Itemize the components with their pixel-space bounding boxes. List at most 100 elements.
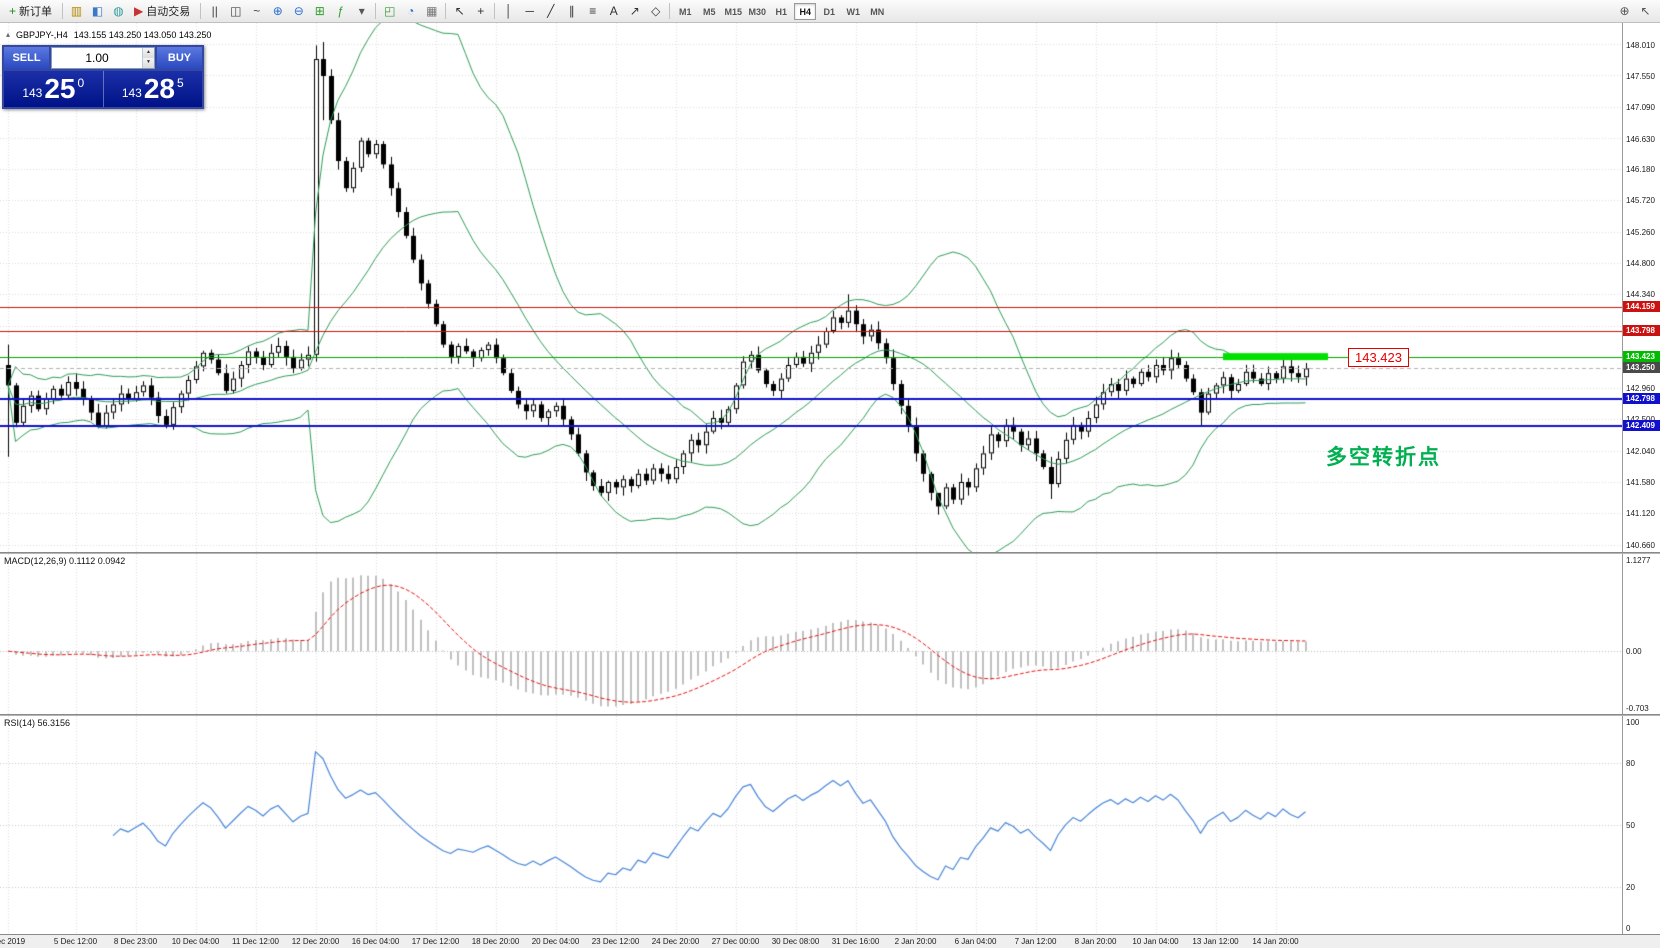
indicators-icon-glyph: ƒ	[337, 4, 345, 18]
crosshair-icon[interactable]: +	[470, 2, 491, 21]
time-tick: 14 Jan 20:00	[1252, 937, 1299, 946]
zoom-out-icon[interactable]: ⊖	[288, 2, 309, 21]
toolbar-left: + 新订单 ▥ ◧ ◍ ▶ 自动交易 || ◫ ~ ⊕ ⊖ ⊞ ƒ ▾ ◰ ◔ ▦ ↖ + │ ─ ╱ ∥ ≡ A ↗ ◇	[4, 2, 673, 21]
cursor-icon[interactable]: ↖	[449, 2, 470, 21]
horizontal-line-icon[interactable]: ─	[519, 2, 540, 21]
symbol-header: ▴ GBPJPY-,H4 143.155 143.250 143.050 143…	[6, 30, 211, 40]
text-icon[interactable]: A	[603, 2, 624, 21]
tile-windows-icon[interactable]: ⊞	[309, 2, 330, 21]
one-click-trading-panel: SELL ▲ ▼ BUY 143 25 0 143	[2, 45, 204, 109]
pointer-icon[interactable]: ↖	[1635, 2, 1656, 21]
sell-price[interactable]: 143 25 0	[4, 71, 104, 107]
price-tick: 141.120	[1626, 509, 1655, 519]
timeframe-m5[interactable]: M5	[702, 6, 716, 17]
panel-splitter-2[interactable]	[0, 714, 1660, 716]
price-badge: 144.159	[1623, 300, 1660, 312]
sell-price-prefix: 143	[22, 86, 43, 100]
chart-grid-icon[interactable]: ▦	[421, 2, 442, 21]
toolbar: + 新订单 ▥ ◧ ◍ ▶ 自动交易 || ◫ ~ ⊕ ⊖ ⊞ ƒ ▾ ◰ ◔ ▦ ↖ + │ ─ ╱ ∥ ≡ A ↗ ◇ M1 M5 M…	[0, 0, 1660, 23]
arrows-icon[interactable]: ↗	[624, 2, 645, 21]
price-axis[interactable]: 148.010 147.550 147.090 146.630 146.180 145.7…	[1622, 23, 1660, 552]
new-order-icon: +	[9, 4, 17, 18]
time-tick: 20 Dec 04:00	[531, 937, 580, 946]
horizontal-line-icon-glyph: ─	[525, 4, 534, 18]
candlestick-chart-icon[interactable]: ◫	[225, 2, 246, 21]
price-tick: 140.660	[1626, 540, 1655, 550]
time-tick: 10 Jan 04:00	[1132, 937, 1179, 946]
price-tick: 145.260	[1626, 227, 1655, 237]
toolbar-separator	[62, 3, 64, 19]
time-tick: 8 Dec 23:00	[113, 937, 158, 946]
buy-button[interactable]: BUY	[157, 47, 202, 69]
main-chart-panel: ▴ GBPJPY-,H4 143.155 143.250 143.050 143…	[0, 23, 1660, 552]
buy-price[interactable]: 143 28 5	[104, 71, 203, 107]
profiles-icon[interactable]: ▥	[66, 2, 87, 21]
timeframe-m30[interactable]: M30	[748, 6, 766, 17]
rsi-canvas[interactable]	[0, 716, 1622, 934]
time-tick: 27 Dec 00:00	[711, 937, 760, 946]
timeframe-mn[interactable]: MN	[870, 6, 885, 17]
data-window-icon-glyph: ◍	[113, 4, 124, 18]
time-tick: 13 Jan 12:00	[1192, 937, 1239, 946]
rsi-tick: 80	[1626, 759, 1635, 769]
time-tick: 12 Dec 20:00	[291, 937, 340, 946]
autotrade-button[interactable]: ▶ 自动交易	[129, 2, 197, 21]
price-tick: 147.550	[1626, 72, 1655, 82]
timeframe-m1[interactable]: M1	[678, 6, 692, 17]
market-watch-icon-glyph: ◧	[91, 4, 104, 18]
candlestick-chart-icon-glyph: ◫	[230, 4, 242, 18]
time-tick: 5 Dec 12:00	[53, 937, 98, 946]
vertical-line-icon[interactable]: │	[498, 2, 519, 21]
zoom-in-icon[interactable]: ⊕	[267, 2, 288, 21]
macd-canvas[interactable]	[0, 554, 1622, 714]
timeframe-w1[interactable]: W1	[846, 6, 861, 17]
fibonacci-icon[interactable]: ≡	[582, 2, 603, 21]
shapes-icon[interactable]: ◇	[645, 2, 666, 21]
rsi-tick: 0	[1626, 924, 1631, 933]
rsi-tick: 100	[1626, 718, 1640, 727]
trendline-icon[interactable]: ╱	[540, 2, 561, 21]
channel-icon[interactable]: ∥	[561, 2, 582, 21]
volume-up-icon[interactable]: ▲	[143, 48, 154, 58]
trade-controls-row: SELL ▲ ▼ BUY	[4, 47, 202, 69]
objects-icon[interactable]: ◔	[400, 2, 421, 21]
indicators-icon[interactable]: ƒ	[330, 2, 351, 21]
toolbar-separator	[375, 3, 377, 19]
vertical-line-icon-glyph: │	[505, 4, 513, 18]
time-axis[interactable]: Dec 2019 5 Dec 12:00 8 Dec 23:00 10 Dec 04:…	[0, 934, 1660, 948]
line-chart-icon[interactable]: ~	[246, 2, 267, 21]
macd-axis[interactable]: 1.1277 0.00 -0.703	[1622, 554, 1660, 714]
volume-input[interactable]	[52, 48, 142, 68]
buy-price-pips: 28	[143, 73, 175, 104]
timeframe-m15[interactable]: M15	[724, 6, 742, 17]
timeframe-d1[interactable]: D1	[823, 6, 835, 17]
text-icon-glyph: A	[609, 4, 618, 18]
timeframe-h4[interactable]: H4	[794, 2, 817, 20]
zoom-plus-icon[interactable]: ⊕	[1614, 2, 1635, 21]
buy-price-prefix: 143	[121, 86, 142, 100]
volume-down-icon[interactable]: ▼	[143, 58, 154, 68]
price-tick: 142.040	[1626, 446, 1655, 456]
new-chart-icon-glyph: ◰	[384, 4, 396, 18]
pointer-icon-glyph: ↖	[1640, 4, 1651, 18]
sell-button[interactable]: SELL	[4, 47, 49, 69]
bar-chart-icon[interactable]: ||	[204, 2, 225, 21]
rsi-axis[interactable]: 100 80 50 20 0	[1622, 716, 1660, 934]
new-order-button[interactable]: + 新订单	[4, 2, 59, 21]
price-badge: 142.798	[1623, 393, 1660, 405]
zoom-plus-icon-glyph: ⊕	[1619, 4, 1630, 18]
data-window-icon[interactable]: ◍	[108, 2, 129, 21]
market-watch-icon[interactable]: ◧	[87, 2, 108, 21]
trade-prices-row: 143 25 0 143 28 5	[4, 71, 202, 107]
time-tick: 8 Jan 20:00	[1074, 937, 1117, 946]
sell-price-pipette: 0	[77, 76, 85, 90]
volume-spinner: ▲ ▼	[142, 48, 154, 68]
main-chart-canvas[interactable]	[0, 23, 1622, 552]
new-chart-icon[interactable]: ◰	[379, 2, 400, 21]
timeframe-h1[interactable]: H1	[775, 6, 787, 17]
crosshair-icon-glyph: +	[477, 4, 485, 18]
period-dropdown-icon[interactable]: ▾	[351, 2, 372, 21]
panel-splitter[interactable]	[0, 552, 1660, 554]
toolbar-right: ⊕ ↖	[1614, 2, 1656, 21]
